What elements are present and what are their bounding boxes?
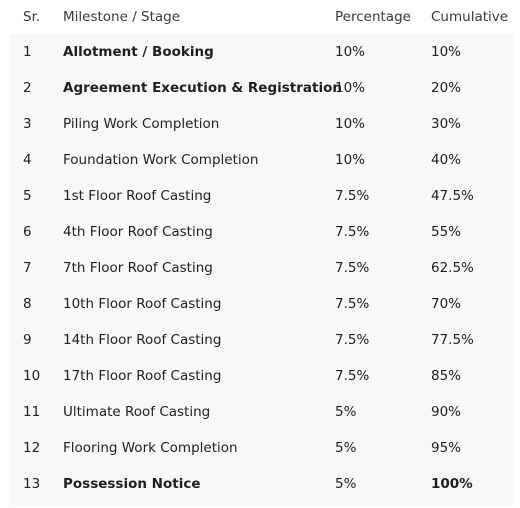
row-percentage: 7.5% (335, 332, 370, 348)
row-sr: 1 (23, 44, 32, 60)
table-row: 1 Allotment / Booking 10% 10% (10, 34, 513, 70)
row-sr: 6 (23, 224, 32, 240)
row-milestone: 1st Floor Roof Casting (63, 188, 212, 204)
row-milestone: Allotment / Booking (63, 44, 214, 60)
row-sr: 4 (23, 152, 32, 168)
header-milestone: Milestone / Stage (63, 9, 181, 25)
row-cumulative: 47.5% (431, 188, 474, 204)
row-milestone: 10th Floor Roof Casting (63, 296, 222, 312)
table-row: 3 Piling Work Completion 10% 30% (10, 106, 513, 142)
row-sr: 7 (23, 260, 32, 276)
row-milestone: Piling Work Completion (63, 116, 220, 132)
header-sr: Sr. (23, 9, 41, 25)
row-percentage: 7.5% (335, 368, 370, 384)
table-row: 2 Agreement Execution & Registration 10%… (10, 70, 513, 106)
header-percentage: Percentage (335, 9, 411, 25)
row-percentage: 10% (335, 80, 366, 96)
row-milestone: 7th Floor Roof Casting (63, 260, 213, 276)
row-cumulative: 20% (431, 80, 462, 96)
row-percentage: 7.5% (335, 296, 370, 312)
table-row: 6 4th Floor Roof Casting 7.5% 55% (10, 214, 513, 250)
row-cumulative: 10% (431, 44, 462, 60)
table-row: 12 Flooring Work Completion 5% 95% (10, 430, 513, 466)
row-percentage: 10% (335, 116, 366, 132)
row-milestone: Flooring Work Completion (63, 440, 238, 456)
table-row: 7 7th Floor Roof Casting 7.5% 62.5% (10, 250, 513, 286)
row-milestone: Agreement Execution & Registration (63, 80, 342, 96)
row-sr: 3 (23, 116, 32, 132)
row-percentage: 7.5% (335, 224, 370, 240)
row-cumulative: 55% (431, 224, 462, 240)
row-milestone: 4th Floor Roof Casting (63, 224, 213, 240)
row-cumulative: 40% (431, 152, 462, 168)
row-percentage: 10% (335, 44, 366, 60)
row-milestone: 17th Floor Roof Casting (63, 368, 222, 384)
row-sr: 9 (23, 332, 32, 348)
table-row: 4 Foundation Work Completion 10% 40% (10, 142, 513, 178)
row-cumulative: 70% (431, 296, 462, 312)
row-cumulative: 77.5% (431, 332, 474, 348)
row-milestone: 14th Floor Roof Casting (63, 332, 222, 348)
row-percentage: 5% (335, 440, 357, 456)
row-percentage: 10% (335, 152, 366, 168)
row-cumulative: 95% (431, 440, 462, 456)
row-sr: 12 (23, 440, 41, 456)
header-cumulative: Cumulative (431, 9, 509, 25)
table-row: 11 Ultimate Roof Casting 5% 90% (10, 394, 513, 430)
row-percentage: 7.5% (335, 188, 370, 204)
row-cumulative: 90% (431, 404, 462, 420)
row-sr: 13 (23, 476, 41, 492)
row-sr: 5 (23, 188, 32, 204)
payment-schedule-table: Sr. Milestone / Stage Percentage Cumulat… (10, 0, 513, 506)
row-cumulative: 30% (431, 116, 462, 132)
row-percentage: 5% (335, 404, 357, 420)
row-milestone: Ultimate Roof Casting (63, 404, 211, 420)
row-sr: 8 (23, 296, 32, 312)
table-row: 9 14th Floor Roof Casting 7.5% 77.5% (10, 322, 513, 358)
row-cumulative: 85% (431, 368, 462, 384)
row-sr: 2 (23, 80, 32, 96)
row-sr: 11 (23, 404, 41, 420)
row-cumulative: 100% (431, 476, 473, 492)
row-milestone: Possession Notice (63, 476, 201, 492)
table-body: 1 Allotment / Booking 10% 10% 2 Agreemen… (10, 34, 513, 506)
row-sr: 10 (23, 368, 41, 384)
table-row: 5 1st Floor Roof Casting 7.5% 47.5% (10, 178, 513, 214)
table-header: Sr. Milestone / Stage Percentage Cumulat… (10, 0, 513, 34)
row-cumulative: 62.5% (431, 260, 474, 276)
table-row: 8 10th Floor Roof Casting 7.5% 70% (10, 286, 513, 322)
row-percentage: 7.5% (335, 260, 370, 276)
row-milestone: Foundation Work Completion (63, 152, 259, 168)
table-row: 10 17th Floor Roof Casting 7.5% 85% (10, 358, 513, 394)
table-row: 13 Possession Notice 5% 100% (10, 466, 513, 502)
row-percentage: 5% (335, 476, 357, 492)
